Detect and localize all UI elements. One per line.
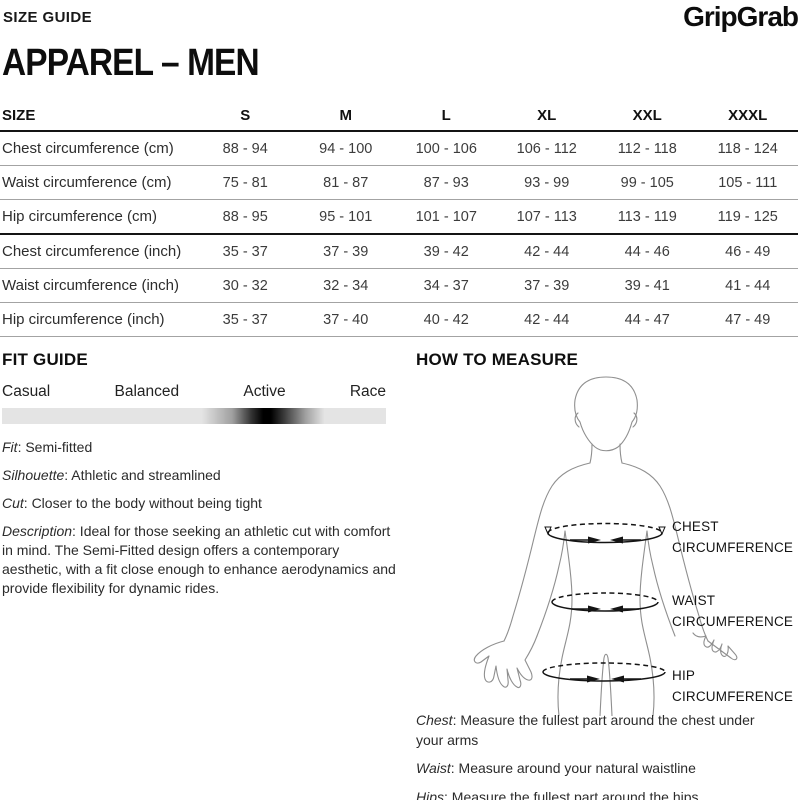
page-title: APPAREL – MEN <box>2 42 260 84</box>
size-range-cell: 88 - 94 <box>195 131 296 166</box>
measure-note-waist: Waist: Measure around your natural waist… <box>416 759 760 779</box>
term-text: : Semi-fitted <box>17 439 93 455</box>
fit-scale-label-balanced: Balanced <box>114 383 180 400</box>
size-range-cell: 99 - 105 <box>597 165 698 200</box>
size-range-cell: 39 - 42 <box>396 234 497 269</box>
column-header-xxxl: XXXL <box>697 101 798 132</box>
size-range-cell: 75 - 81 <box>195 165 296 200</box>
size-range-cell: 47 - 49 <box>697 302 798 337</box>
row-label: Hip circumference (cm) <box>0 199 195 235</box>
measure-notes: Chest: Measure the fullest part around t… <box>416 711 760 800</box>
size-range-cell: 32 - 34 <box>295 268 396 303</box>
chest-circumference-label: CHEST CIRCUMFERENCE <box>672 519 794 555</box>
term-label: Fit <box>2 439 18 455</box>
term-text: : Closer to the body without being tight <box>23 495 262 511</box>
row-label: Waist circumference (cm) <box>0 165 195 200</box>
size-range-cell: 39 - 41 <box>597 268 698 303</box>
size-range-cell: 112 - 118 <box>597 131 698 166</box>
size-range-cell: 101 - 107 <box>396 199 497 235</box>
term-text: : Measure the fullest part around the ch… <box>416 712 755 748</box>
body-silhouette-icon <box>473 376 738 717</box>
fit-scale-label-casual: Casual <box>2 383 51 400</box>
column-header-m: M <box>295 101 396 132</box>
measurement-diagram <box>420 370 792 717</box>
size-range-cell: 88 - 95 <box>195 199 296 235</box>
fit-detail-description: Description: Ideal for those seeking an … <box>2 522 400 598</box>
row-label: Waist circumference (inch) <box>0 268 195 303</box>
hip-circumference-label: HIP CIRCUMFERENCE <box>672 668 794 704</box>
size-column-header: SIZE <box>0 101 195 132</box>
size-range-cell: 41 - 44 <box>697 268 798 303</box>
size-range-cell: 105 - 111 <box>697 165 798 200</box>
size-range-cell: 87 - 93 <box>396 165 497 200</box>
term-label: Cut <box>2 495 24 511</box>
size-range-cell: 100 - 106 <box>396 131 497 166</box>
column-header-s: S <box>195 101 296 132</box>
column-header-xxl: XXL <box>597 101 698 132</box>
size-range-cell: 40 - 42 <box>396 302 497 337</box>
size-range-cell: 118 - 124 <box>697 131 798 166</box>
size-range-cell: 37 - 39 <box>295 234 396 269</box>
size-table: SIZE S M L XL XXL XXXL Chest circumference (cm… <box>0 101 798 337</box>
waist-circumference-label: WAIST CIRCUMFERENCE <box>672 593 794 629</box>
size-range-cell: 113 - 119 <box>597 199 698 235</box>
term-label: Chest <box>416 712 453 728</box>
fit-detail-silhouette: Silhouette: Athletic and streamlined <box>2 466 400 485</box>
table-row: Chest circumference (inch) 35 - 37 37 - 39… <box>0 234 798 269</box>
term-label: Silhouette <box>2 467 65 483</box>
size-range-cell: 119 - 125 <box>697 199 798 235</box>
size-range-cell: 30 - 32 <box>195 268 296 303</box>
term-label: Hips <box>416 788 445 800</box>
size-range-cell: 42 - 44 <box>496 234 597 269</box>
term-text: : Measure the fullest part around the hi… <box>444 788 699 800</box>
size-range-cell: 35 - 37 <box>195 302 296 337</box>
table-header-row: SIZE S M L XL XXL XXXL <box>0 101 798 132</box>
row-label: Chest circumference (cm) <box>0 131 195 166</box>
table-row: Hip circumference (inch) 35 - 37 37 - 40 40… <box>0 302 798 337</box>
term-label: Waist <box>416 760 451 776</box>
row-label: Chest circumference (inch) <box>0 234 195 269</box>
page-label: SIZE GUIDE <box>3 9 93 26</box>
size-range-cell: 44 - 47 <box>597 302 698 337</box>
size-range-cell: 37 - 39 <box>496 268 597 303</box>
fit-detail-cut: Cut: Closer to the body without being ti… <box>2 494 400 513</box>
table-row: Waist circumference (cm) 75 - 81 81 - 87 87… <box>0 165 798 200</box>
term-text: : Ideal for those seeking an athletic cu… <box>2 523 396 596</box>
size-range-cell: 107 - 113 <box>496 199 597 235</box>
brand-logo: GripGrab <box>683 1 799 32</box>
size-range-cell: 37 - 40 <box>295 302 396 337</box>
column-header-l: L <box>396 101 497 132</box>
fit-scale-label-active: Active <box>243 383 286 400</box>
measure-note-chest: Chest: Measure the fullest part around t… <box>416 711 760 750</box>
table-row: Hip circumference (cm) 88 - 95 95 - 101 101… <box>0 199 798 235</box>
fit-scale-label-race: Race <box>349 383 386 400</box>
table-row: Chest circumference (cm) 88 - 94 94 - 100 1… <box>0 131 798 166</box>
column-header-xl: XL <box>496 101 597 132</box>
measure-note-hips: Hips: Measure the fullest part around th… <box>416 788 760 800</box>
size-range-cell: 81 - 87 <box>295 165 396 200</box>
fit-detail-fit: Fit: Semi-fitted <box>2 438 400 457</box>
size-range-cell: 106 - 112 <box>496 131 597 166</box>
size-range-cell: 95 - 101 <box>295 199 396 235</box>
how-to-measure-title: HOW TO MEASURE <box>416 350 579 369</box>
size-range-cell: 44 - 46 <box>597 234 698 269</box>
fit-guide-title: FIT GUIDE <box>2 350 88 369</box>
size-range-cell: 42 - 44 <box>496 302 597 337</box>
table-row: Waist circumference (inch) 30 - 32 32 - 34… <box>0 268 798 303</box>
row-label: Hip circumference (inch) <box>0 302 195 337</box>
size-range-cell: 35 - 37 <box>195 234 296 269</box>
size-range-cell: 94 - 100 <box>295 131 396 166</box>
term-text: : Measure around your natural waistline <box>450 760 696 776</box>
fit-details: Fit: Semi-fitted Silhouette: Athletic and… <box>2 438 400 607</box>
size-range-cell: 46 - 49 <box>697 234 798 269</box>
fit-scale-gradient-bar <box>2 408 386 424</box>
term-label: Description <box>2 523 73 539</box>
term-text: : Athletic and streamlined <box>64 467 221 483</box>
size-range-cell: 93 - 99 <box>496 165 597 200</box>
size-range-cell: 34 - 37 <box>396 268 497 303</box>
fit-scale-labels: Casual Balanced Active Race <box>2 383 386 401</box>
